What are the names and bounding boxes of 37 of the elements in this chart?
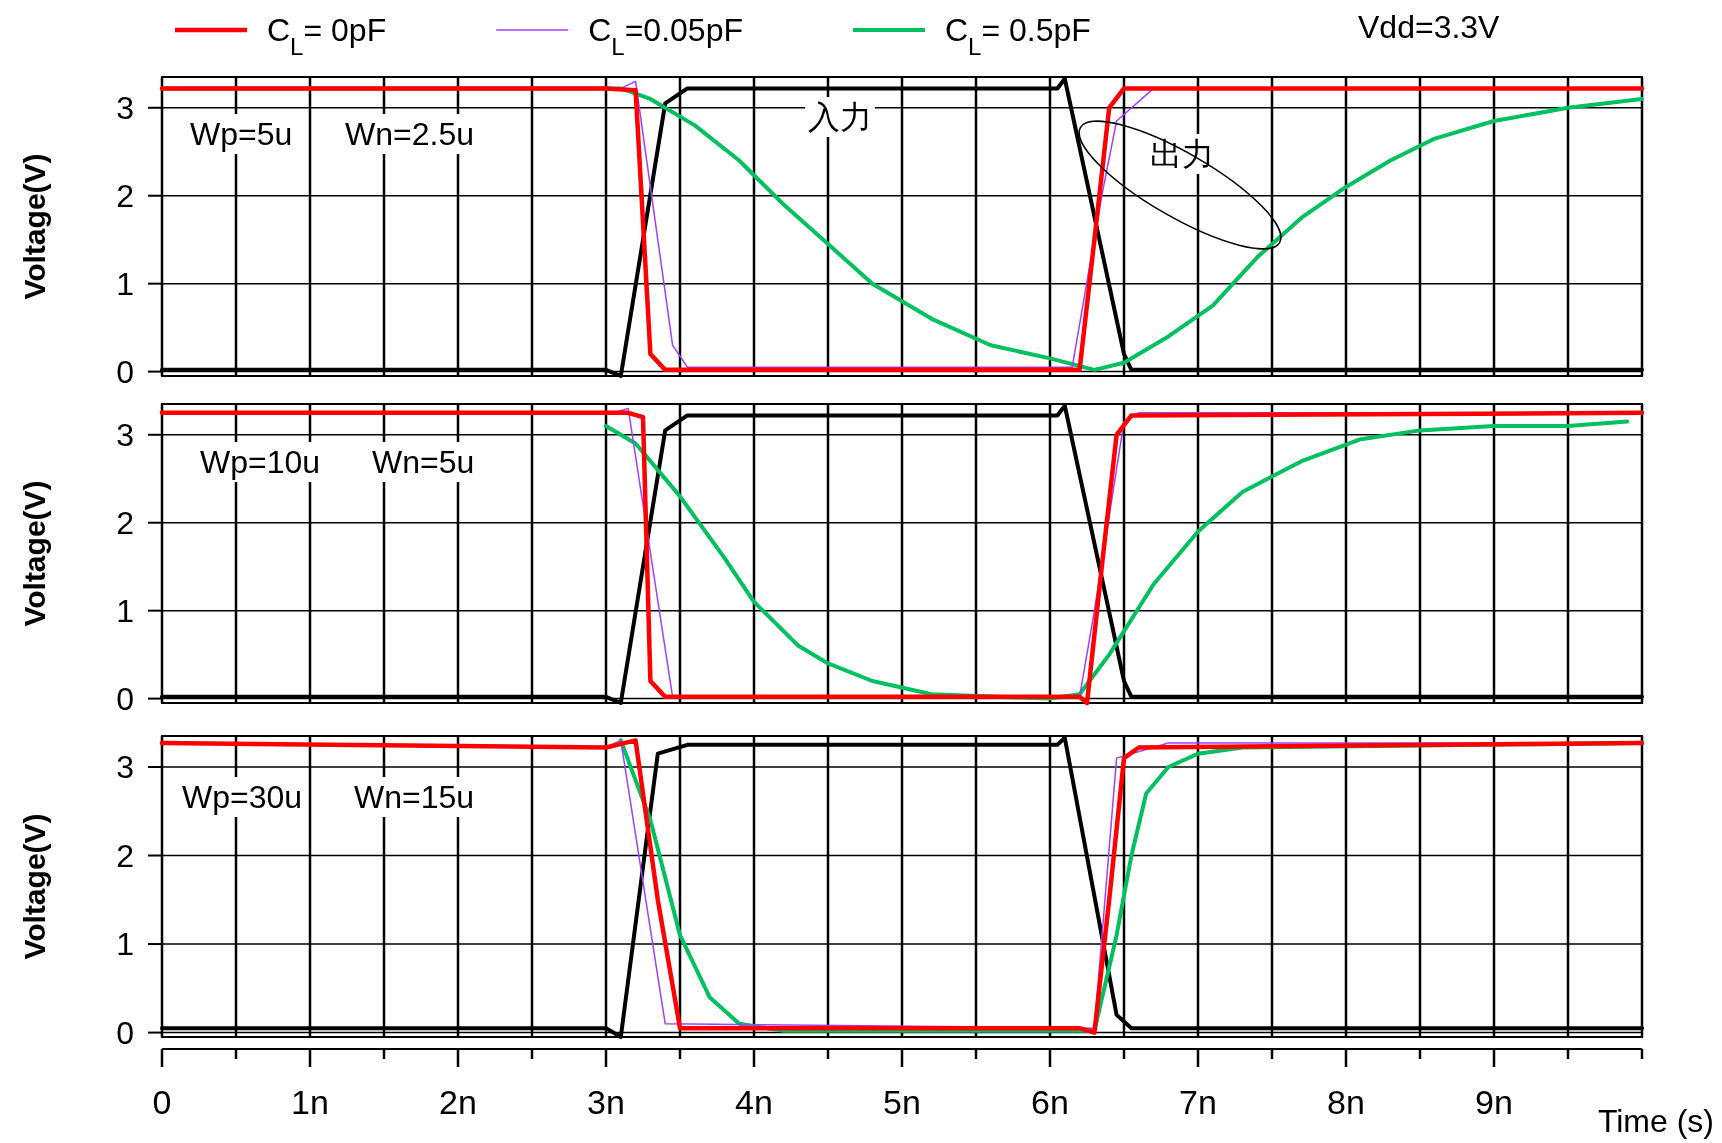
y-tick-label: 1 <box>116 592 134 629</box>
annotation: Wp=5u <box>190 116 293 152</box>
annotation: Wp=30u <box>182 779 303 815</box>
y-tick-label: 2 <box>116 177 134 214</box>
y-axis-title: Voltage(V) <box>18 813 51 960</box>
x-tick-label: 6n <box>1031 1083 1069 1121</box>
x-tick-label: 7n <box>1179 1083 1217 1121</box>
y-tick-label: 2 <box>116 837 134 874</box>
y-tick-label: 3 <box>116 89 134 126</box>
legend-label: C$_{L}$= 0pF <box>267 12 387 60</box>
y-tick-label: 0 <box>116 353 134 390</box>
annotation: Wp=10u <box>200 444 321 480</box>
annotation: Wn=15u <box>354 779 475 815</box>
x-tick-label: 9n <box>1475 1083 1513 1121</box>
x-tick-label: 1n <box>291 1083 329 1121</box>
legend-label: C$_{L}$= 0.5pF <box>944 12 1091 60</box>
annotation: Wn=5u <box>372 444 475 480</box>
y-tick-label: 0 <box>116 1014 134 1051</box>
annotation: Wn=2.5u <box>345 116 474 152</box>
x-tick-label: 8n <box>1327 1083 1365 1121</box>
y-tick-label: 0 <box>116 680 134 717</box>
y-axis-title: Voltage(V) <box>18 153 51 300</box>
text: Vdd=3.3V <box>1358 9 1501 45</box>
y-tick-label: 1 <box>116 926 134 963</box>
annotation: 入力 <box>808 99 872 135</box>
x-tick-label: 4n <box>735 1083 773 1121</box>
x-tick-label: 0 <box>152 1083 172 1121</box>
y-tick-label: 3 <box>116 416 134 453</box>
x-tick-label: 5n <box>883 1083 921 1121</box>
y-tick-label: 3 <box>116 748 134 785</box>
x-axis-title: Time (s) <box>1597 1103 1714 1139</box>
legend-label: C$_{L}$=0.05pF <box>588 12 743 60</box>
y-tick-label: 2 <box>116 504 134 541</box>
y-axis-title: Voltage(V) <box>18 480 51 627</box>
x-tick-label: 3n <box>587 1083 625 1121</box>
x-tick-label: 2n <box>439 1083 477 1121</box>
y-tick-label: 1 <box>116 265 134 302</box>
